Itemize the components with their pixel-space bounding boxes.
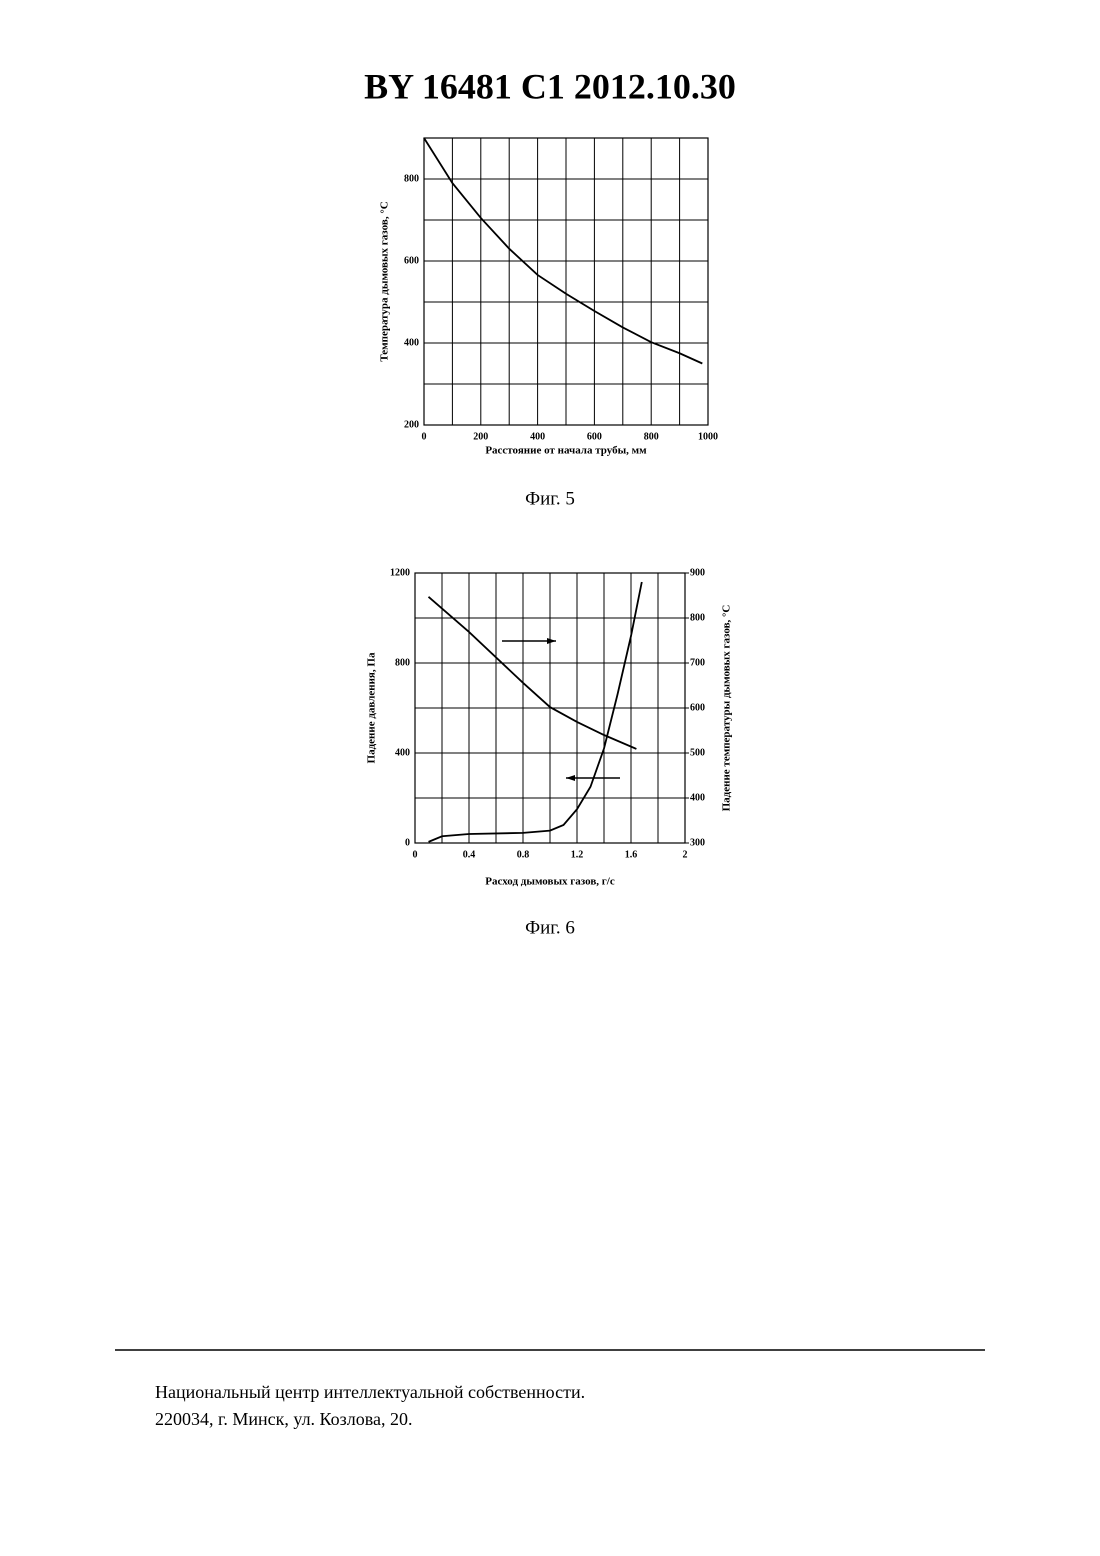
y2-tick-label: 600 <box>690 702 705 713</box>
y-axis-label: Падение давления, Па <box>366 652 378 763</box>
y2-tick-label: 900 <box>690 567 705 578</box>
y-tick-label: 800 <box>395 657 410 668</box>
arrow-head <box>566 775 575 781</box>
y2-tick-label: 700 <box>690 657 705 668</box>
page: BY 16481 C1 2012.10.30 Национальный цент… <box>0 0 1100 1556</box>
y2-tick-label: 400 <box>690 792 705 803</box>
x-tick-label: 600 <box>587 431 602 442</box>
y2-tick-label: 800 <box>690 612 705 623</box>
footer-line: 220034, г. Минск, ул. Козлова, 20. <box>155 1409 413 1429</box>
y-tick-label: 200 <box>404 419 419 430</box>
y2-tick-label: 300 <box>690 837 705 848</box>
x-tick-label: 1.6 <box>625 849 638 860</box>
x-tick-label: 400 <box>530 431 545 442</box>
y2-tick-label: 500 <box>690 747 705 758</box>
y-tick-label: 1200 <box>390 567 410 578</box>
y-tick-label: 800 <box>404 173 419 184</box>
x-tick-label: 1000 <box>698 431 718 442</box>
figure-caption: Фиг. 6 <box>525 917 575 938</box>
x-tick-label: 200 <box>473 431 488 442</box>
x-tick-label: 0 <box>422 431 427 442</box>
x-tick-label: 2 <box>683 849 688 860</box>
x-tick-label: 0.4 <box>463 849 476 860</box>
y-tick-label: 0 <box>405 837 410 848</box>
doc-title: BY 16481 C1 2012.10.30 <box>364 66 736 106</box>
footer-line: Национальный центр интеллектуальной собс… <box>155 1382 585 1402</box>
y-axis-label: Температура дымовых газов, °С <box>379 201 391 361</box>
data-line <box>424 138 702 364</box>
x-axis-label: Расстояние от начала трубы, мм <box>485 445 647 457</box>
y2-axis-label: Падение температуры дымовых газов, °С <box>721 605 733 812</box>
x-tick-label: 0 <box>413 849 418 860</box>
figure-caption: Фиг. 5 <box>525 488 575 509</box>
x-tick-label: 800 <box>644 431 659 442</box>
y-tick-label: 400 <box>395 747 410 758</box>
y-tick-label: 600 <box>404 255 419 266</box>
data-line <box>429 597 637 749</box>
data-line <box>429 582 642 842</box>
x-axis-label: Расход дымовых газов, г/с <box>485 876 615 888</box>
x-tick-label: 0.8 <box>517 849 530 860</box>
arrow-head <box>547 638 556 644</box>
y-tick-label: 400 <box>404 337 419 348</box>
x-tick-label: 1.2 <box>571 849 584 860</box>
